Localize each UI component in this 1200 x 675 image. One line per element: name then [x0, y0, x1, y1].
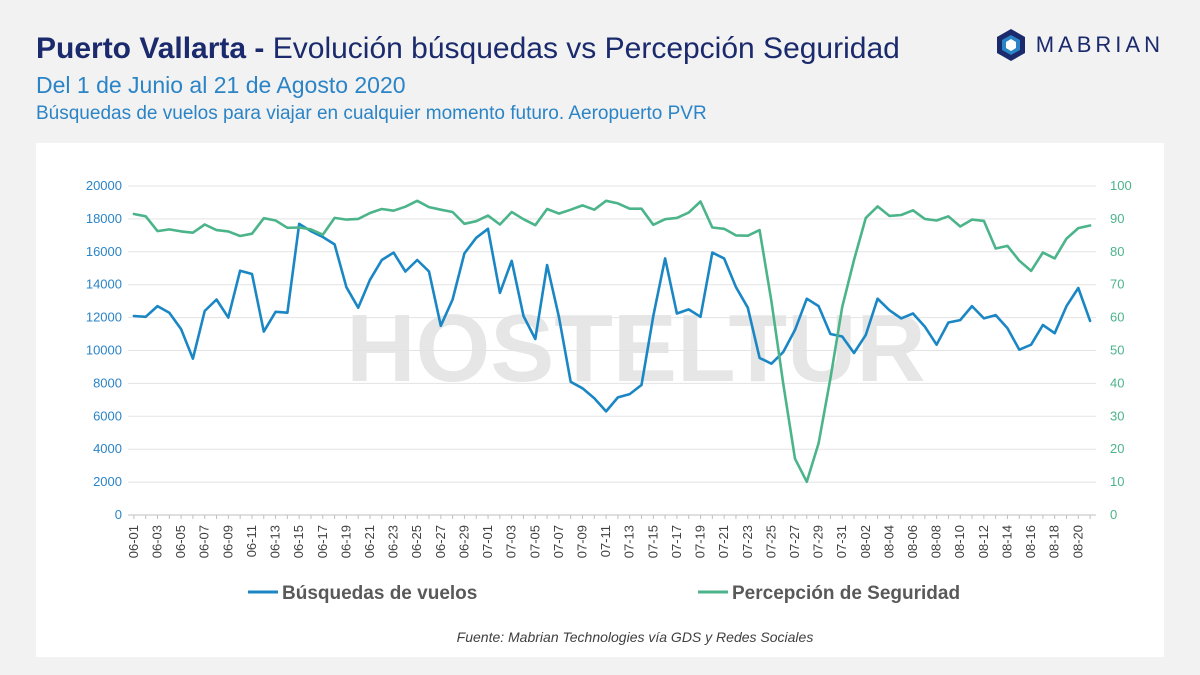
- logo-text: MABRIAN: [1035, 32, 1164, 57]
- mabrian-logo: MABRIAN: [994, 28, 1164, 62]
- x-tick-label: 06-19: [338, 525, 353, 558]
- subtitle-description: Búsquedas de vuelos para viajar en cualq…: [36, 103, 707, 124]
- x-tick-label: 07-07: [551, 525, 566, 558]
- x-tick-label: 06-29: [456, 525, 471, 558]
- x-tick-label: 07-05: [527, 525, 542, 558]
- x-tick-label: 08-02: [858, 525, 873, 558]
- y-right-tick-label: 100: [1110, 178, 1132, 193]
- x-tick-label: 08-08: [929, 525, 944, 558]
- y-left-tick-label: 10000: [86, 343, 122, 358]
- x-tick-label: 06-07: [197, 525, 212, 558]
- title-block: Puerto Vallarta - Evolución búsquedas vs…: [36, 32, 900, 125]
- y-right-tick-label: 90: [1110, 211, 1124, 226]
- watermark-text: HOSTELTUR: [346, 295, 926, 402]
- x-tick-label: 07-29: [811, 525, 826, 558]
- x-tick-label: 07-09: [574, 525, 589, 558]
- series-line-busquedas-vuelos: [132, 222, 1092, 413]
- y-right-tick-label: 80: [1110, 244, 1124, 259]
- y-left-tick-label: 16000: [86, 244, 122, 259]
- line-chart: HOSTELTUR 0 2000 4000 6000 8000 10000 12000 1400…: [86, 178, 1132, 604]
- page-title: Puerto Vallarta - Evolución búsquedas vs…: [36, 32, 900, 66]
- x-tick-label: 06-03: [150, 525, 165, 558]
- y-left-tick-label: 2000: [93, 474, 122, 489]
- y-right-tick-label: 20: [1110, 441, 1124, 456]
- x-tick-label: 07-21: [716, 525, 731, 558]
- x-tick-label: 08-18: [1047, 525, 1062, 558]
- y-right-tick-label: 10: [1110, 474, 1124, 489]
- x-tick-label: 07-27: [787, 525, 802, 558]
- x-tick-label: 06-21: [362, 525, 377, 558]
- title-rest: Evolución búsquedas vs Percepción Seguri…: [264, 32, 900, 65]
- x-tick-label: 06-27: [433, 525, 448, 558]
- x-tick-label: 07-15: [645, 525, 660, 558]
- source-footer: Fuente: Mabrian Technologies vía GDS y R…: [456, 629, 814, 645]
- y-right-tick-label: 30: [1110, 408, 1124, 423]
- x-tick-label: 06-23: [386, 525, 401, 558]
- x-tick-label: 07-11: [598, 525, 613, 557]
- x-tick-label: 07-19: [693, 525, 708, 558]
- x-tick-label: 08-10: [952, 525, 967, 558]
- y-left-tick-label: 4000: [93, 441, 122, 456]
- x-tick-label: 06-13: [268, 525, 283, 558]
- y-left-tick-label: 0: [115, 507, 122, 522]
- x-tick-label: 08-16: [1023, 525, 1038, 558]
- title-bold: Puerto Vallarta -: [36, 32, 265, 65]
- subtitle-date-range: Del 1 de Junio al 21 de Agosto 2020: [36, 72, 406, 98]
- x-tick-label: 08-14: [999, 525, 1014, 558]
- x-tick-label: 07-03: [504, 525, 519, 558]
- x-tick-label: 07-23: [740, 525, 755, 558]
- x-tick-label: 06-17: [315, 525, 330, 558]
- y-right-tick-label: 60: [1110, 310, 1124, 325]
- mabrian-logo-icon: [996, 29, 1025, 61]
- x-tick-label: 06-01: [126, 525, 141, 558]
- series-line-percepcion-seguridad: [132, 199, 1092, 484]
- y-left-tick-label: 6000: [93, 408, 122, 423]
- y-right-tick-label: 50: [1110, 343, 1124, 358]
- legend-label: Búsquedas de vuelos: [282, 583, 477, 604]
- x-tick-label: 08-20: [1070, 525, 1085, 558]
- chart-panel: HOSTELTUR 0 2000 4000 6000 8000 10000 12000 1400…: [36, 143, 1164, 657]
- x-tick-label: 08-06: [905, 525, 920, 558]
- x-tick-label: 07-17: [669, 525, 684, 558]
- x-tick-label: 06-05: [173, 525, 188, 558]
- legend-label: Percepción de Seguridad: [732, 583, 960, 604]
- x-tick-label: 06-11: [244, 525, 259, 557]
- x-tick-label: 06-15: [291, 525, 306, 558]
- y-left-tick-label: 12000: [86, 310, 122, 325]
- y-right-tick-label: 0: [1110, 507, 1117, 522]
- y-right-tick-label: 70: [1110, 277, 1124, 292]
- x-tick-label: 07-13: [622, 525, 637, 558]
- y-left-tick-label: 18000: [86, 211, 122, 226]
- y-right-tick-label: 40: [1110, 375, 1124, 390]
- x-tick-label: 06-25: [409, 525, 424, 558]
- x-tick-label: 07-31: [834, 525, 849, 558]
- x-tick-label: 07-25: [763, 525, 778, 558]
- x-tick-label: 06-09: [220, 525, 235, 558]
- y-left-tick-label: 8000: [93, 375, 122, 390]
- x-tick-label: 08-12: [976, 525, 991, 558]
- x-tick-label: 07-01: [480, 525, 495, 558]
- y-left-tick-label: 14000: [86, 277, 122, 292]
- x-tick-label: 08-04: [881, 525, 896, 558]
- y-left-tick-label: 20000: [86, 178, 122, 193]
